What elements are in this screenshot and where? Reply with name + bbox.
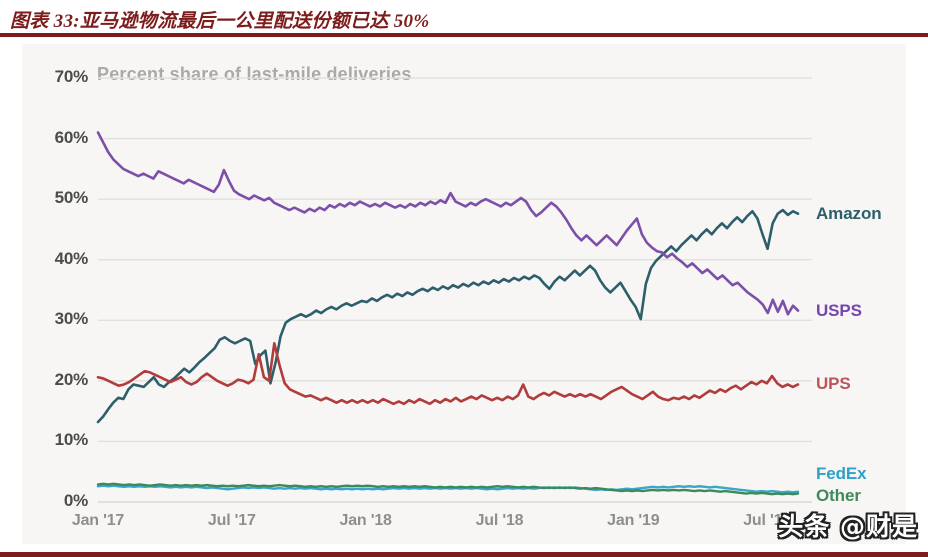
x-axis-tick: Jan '18 — [339, 512, 392, 529]
series-label-usps: USPS — [816, 300, 862, 320]
gridlines — [98, 77, 812, 503]
y-axis-tick: 20% — [54, 369, 89, 389]
figure-title: 图表 33:亚马逊物流最后一公里配送份额已达 50% — [10, 11, 430, 32]
x-axis-tick: Jul '18 — [475, 512, 524, 529]
y-axis-tick: 60% — [54, 127, 89, 147]
series-label-fedex: FedEx — [816, 463, 867, 483]
line-chart-svg — [96, 77, 812, 503]
y-axis-tick: 30% — [54, 309, 89, 329]
bottom-divider — [0, 552, 928, 557]
chart-card: Percent share of last-mile deliveries 0%… — [22, 44, 906, 544]
series-paths — [96, 131, 800, 496]
x-axis-tick: Jul '17 — [207, 512, 256, 529]
series-label-amazon: Amazon — [816, 203, 882, 223]
series-label-other: Other — [816, 485, 861, 505]
series-line-other — [96, 482, 800, 496]
plot-area: 0% 10% 20% 30% 40% 50% 60% 70% Jan '17 Jul '17 Ja… — [22, 44, 906, 544]
title-divider — [0, 33, 928, 37]
y-axis-tick: 10% — [54, 430, 89, 450]
y-axis-tick: 40% — [54, 248, 89, 268]
x-axis-tick: Jul '19 — [743, 512, 791, 529]
watermark: 头条 @财是 — [778, 512, 918, 541]
y-axis-tick: 0% — [63, 491, 88, 510]
y-axis-tick: 50% — [54, 188, 89, 208]
chart-subtitle: Percent share of last-mile deliveries — [97, 64, 412, 84]
series-line-fedex — [96, 484, 800, 494]
x-axis-tick: Jan '17 — [71, 512, 125, 529]
series-label-ups: UPS — [816, 374, 851, 394]
y-axis-tick: 70% — [54, 67, 89, 86]
series-line-amazon — [96, 208, 800, 424]
series-line-ups — [96, 342, 800, 406]
x-axis-tick: Jan '19 — [607, 512, 660, 529]
series-line-usps — [96, 131, 800, 316]
